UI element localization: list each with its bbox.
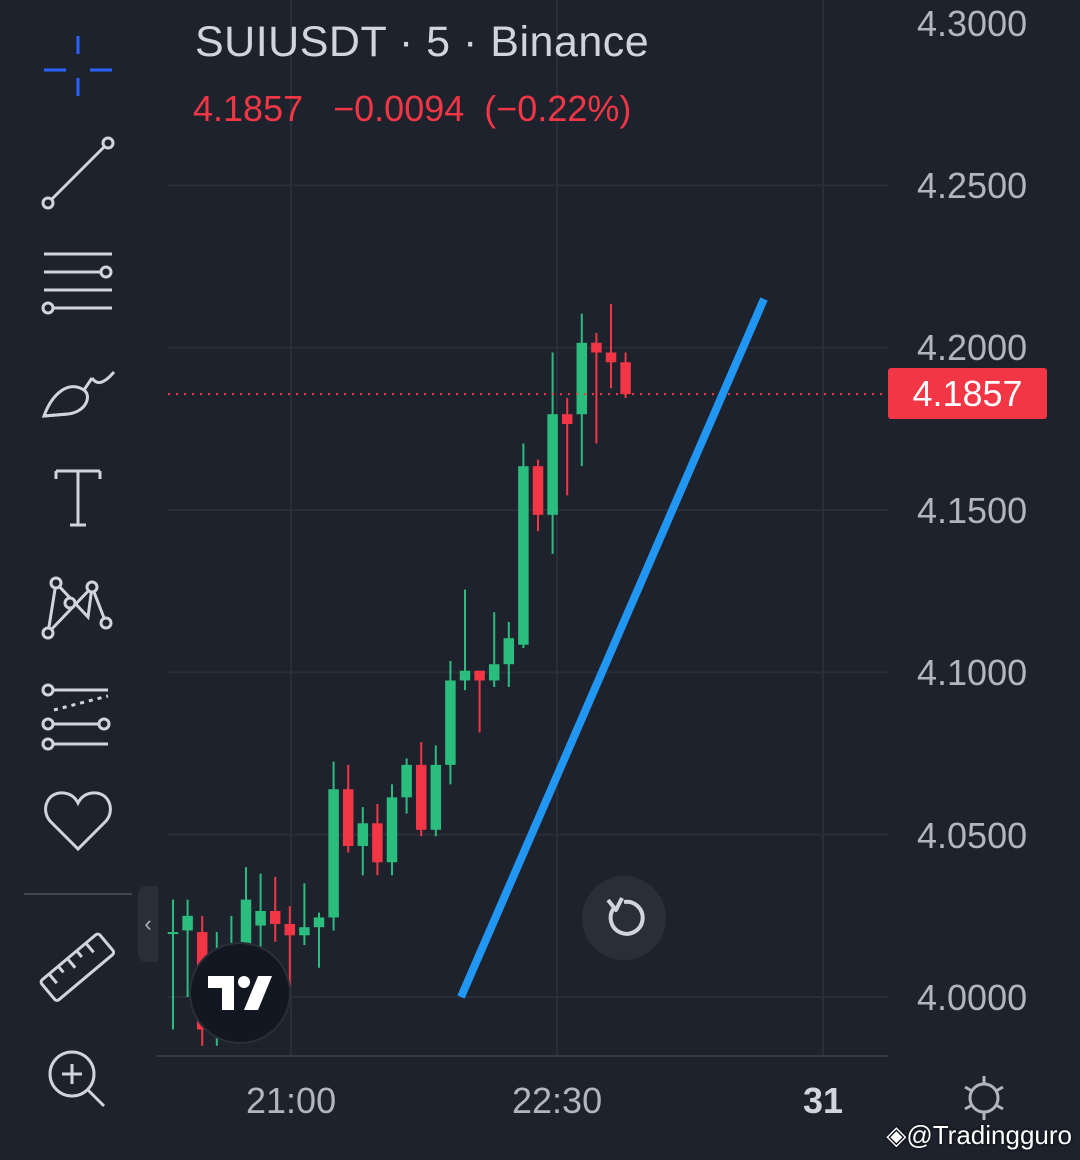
prediction-icon: [41, 683, 111, 751]
x-axis-label: 31: [803, 1080, 844, 1121]
candle-up: [518, 466, 529, 645]
toolbar-collapse-button[interactable]: ‹: [138, 886, 158, 962]
candle-up: [488, 664, 500, 681]
last-price-tag: 4.1857: [888, 368, 1047, 419]
text-icon: [54, 469, 102, 527]
crosshair-tool[interactable]: [28, 26, 128, 106]
candle-down: [561, 414, 573, 424]
candle-up: [240, 899, 252, 957]
ruler-icon: [39, 932, 116, 1002]
quote-line: 4.1857 −0.0094 (−0.22%): [193, 88, 651, 130]
candle-down: [269, 910, 281, 924]
candle-up: [459, 670, 471, 681]
fib-retracement-icon: [41, 252, 113, 315]
candle-up: [401, 764, 412, 798]
crosshair-icon: [44, 36, 112, 96]
pattern-tool[interactable]: [28, 565, 128, 645]
candle-up: [430, 764, 442, 830]
candle-down: [284, 923, 296, 936]
toolbar-divider: [24, 893, 132, 895]
reset-chart-button[interactable]: [582, 876, 666, 960]
trendline-tool[interactable]: [28, 133, 128, 213]
bottom-strip: [0, 1138, 1080, 1160]
candle-down: [342, 789, 354, 847]
y-axis-label: 4.0000: [917, 977, 1028, 1018]
x-axis-label: 22:30: [512, 1080, 603, 1121]
price-change: −0.0094: [333, 88, 465, 129]
tradingview-logo[interactable]: [189, 942, 291, 1044]
candle-up: [313, 917, 325, 928]
candle-up: [328, 789, 339, 918]
trendline-drawing: [457, 297, 768, 999]
candle-down: [605, 352, 617, 363]
symbol-title[interactable]: SUIUSDT · 5 · Binance: [195, 18, 650, 66]
candle-up: [547, 414, 558, 515]
fib-retracement-tool[interactable]: [28, 240, 128, 320]
candle-down: [474, 670, 485, 681]
zoom-in-tool[interactable]: [28, 1036, 128, 1116]
brush-tool[interactable]: [28, 350, 128, 430]
y-axis-label: 4.1000: [917, 652, 1028, 693]
watermark: ◈@Tradingguro: [886, 1120, 1072, 1151]
favorites-tool[interactable]: [28, 781, 128, 861]
chevron-left-icon: ‹: [144, 911, 152, 936]
candle-up: [299, 927, 310, 936]
prediction-tool[interactable]: [28, 672, 128, 752]
brush-icon: [41, 371, 116, 418]
y-axis-label: 4.0500: [917, 815, 1028, 856]
rotate-reset-icon: [606, 897, 645, 936]
candle-up: [182, 915, 193, 931]
candle-up: [445, 680, 456, 765]
gear-icon: [964, 1076, 1004, 1120]
last-price: 4.1857: [193, 88, 304, 129]
text-tool[interactable]: [28, 457, 128, 537]
candle-up: [357, 823, 369, 847]
watermark-text: @Tradingguro: [906, 1120, 1072, 1150]
y-axis-label: 4.2000: [917, 327, 1028, 368]
y-axis-label: 4.3000: [917, 3, 1028, 44]
drawing-toolbar: [0, 0, 157, 1138]
candle-up: [255, 910, 266, 926]
price-change-percent: (−0.22%): [484, 88, 632, 129]
y-axis-label: 4.2500: [917, 165, 1028, 206]
zoom-in-icon: [48, 1050, 106, 1108]
candle-up: [167, 932, 179, 935]
pattern-icon: [41, 576, 113, 640]
candle-down: [532, 466, 544, 515]
candle-down: [372, 823, 383, 863]
y-axis-label: 4.1500: [917, 490, 1028, 531]
candle-up: [576, 342, 588, 415]
candle-up: [386, 797, 398, 863]
tradingview-logo-icon: [208, 976, 272, 1010]
trendline-icon: [41, 136, 115, 210]
ruler-tool[interactable]: [28, 928, 128, 1008]
binance-logo-icon: ◈: [886, 1120, 907, 1150]
candle-down: [591, 342, 602, 353]
x-axis-label: 21:00: [246, 1080, 337, 1121]
candle-down: [415, 764, 427, 830]
candle-up: [503, 638, 515, 665]
candle-down: [620, 362, 631, 395]
chart-settings-button[interactable]: [960, 1074, 1008, 1122]
favorites-heart-icon: [44, 791, 112, 852]
